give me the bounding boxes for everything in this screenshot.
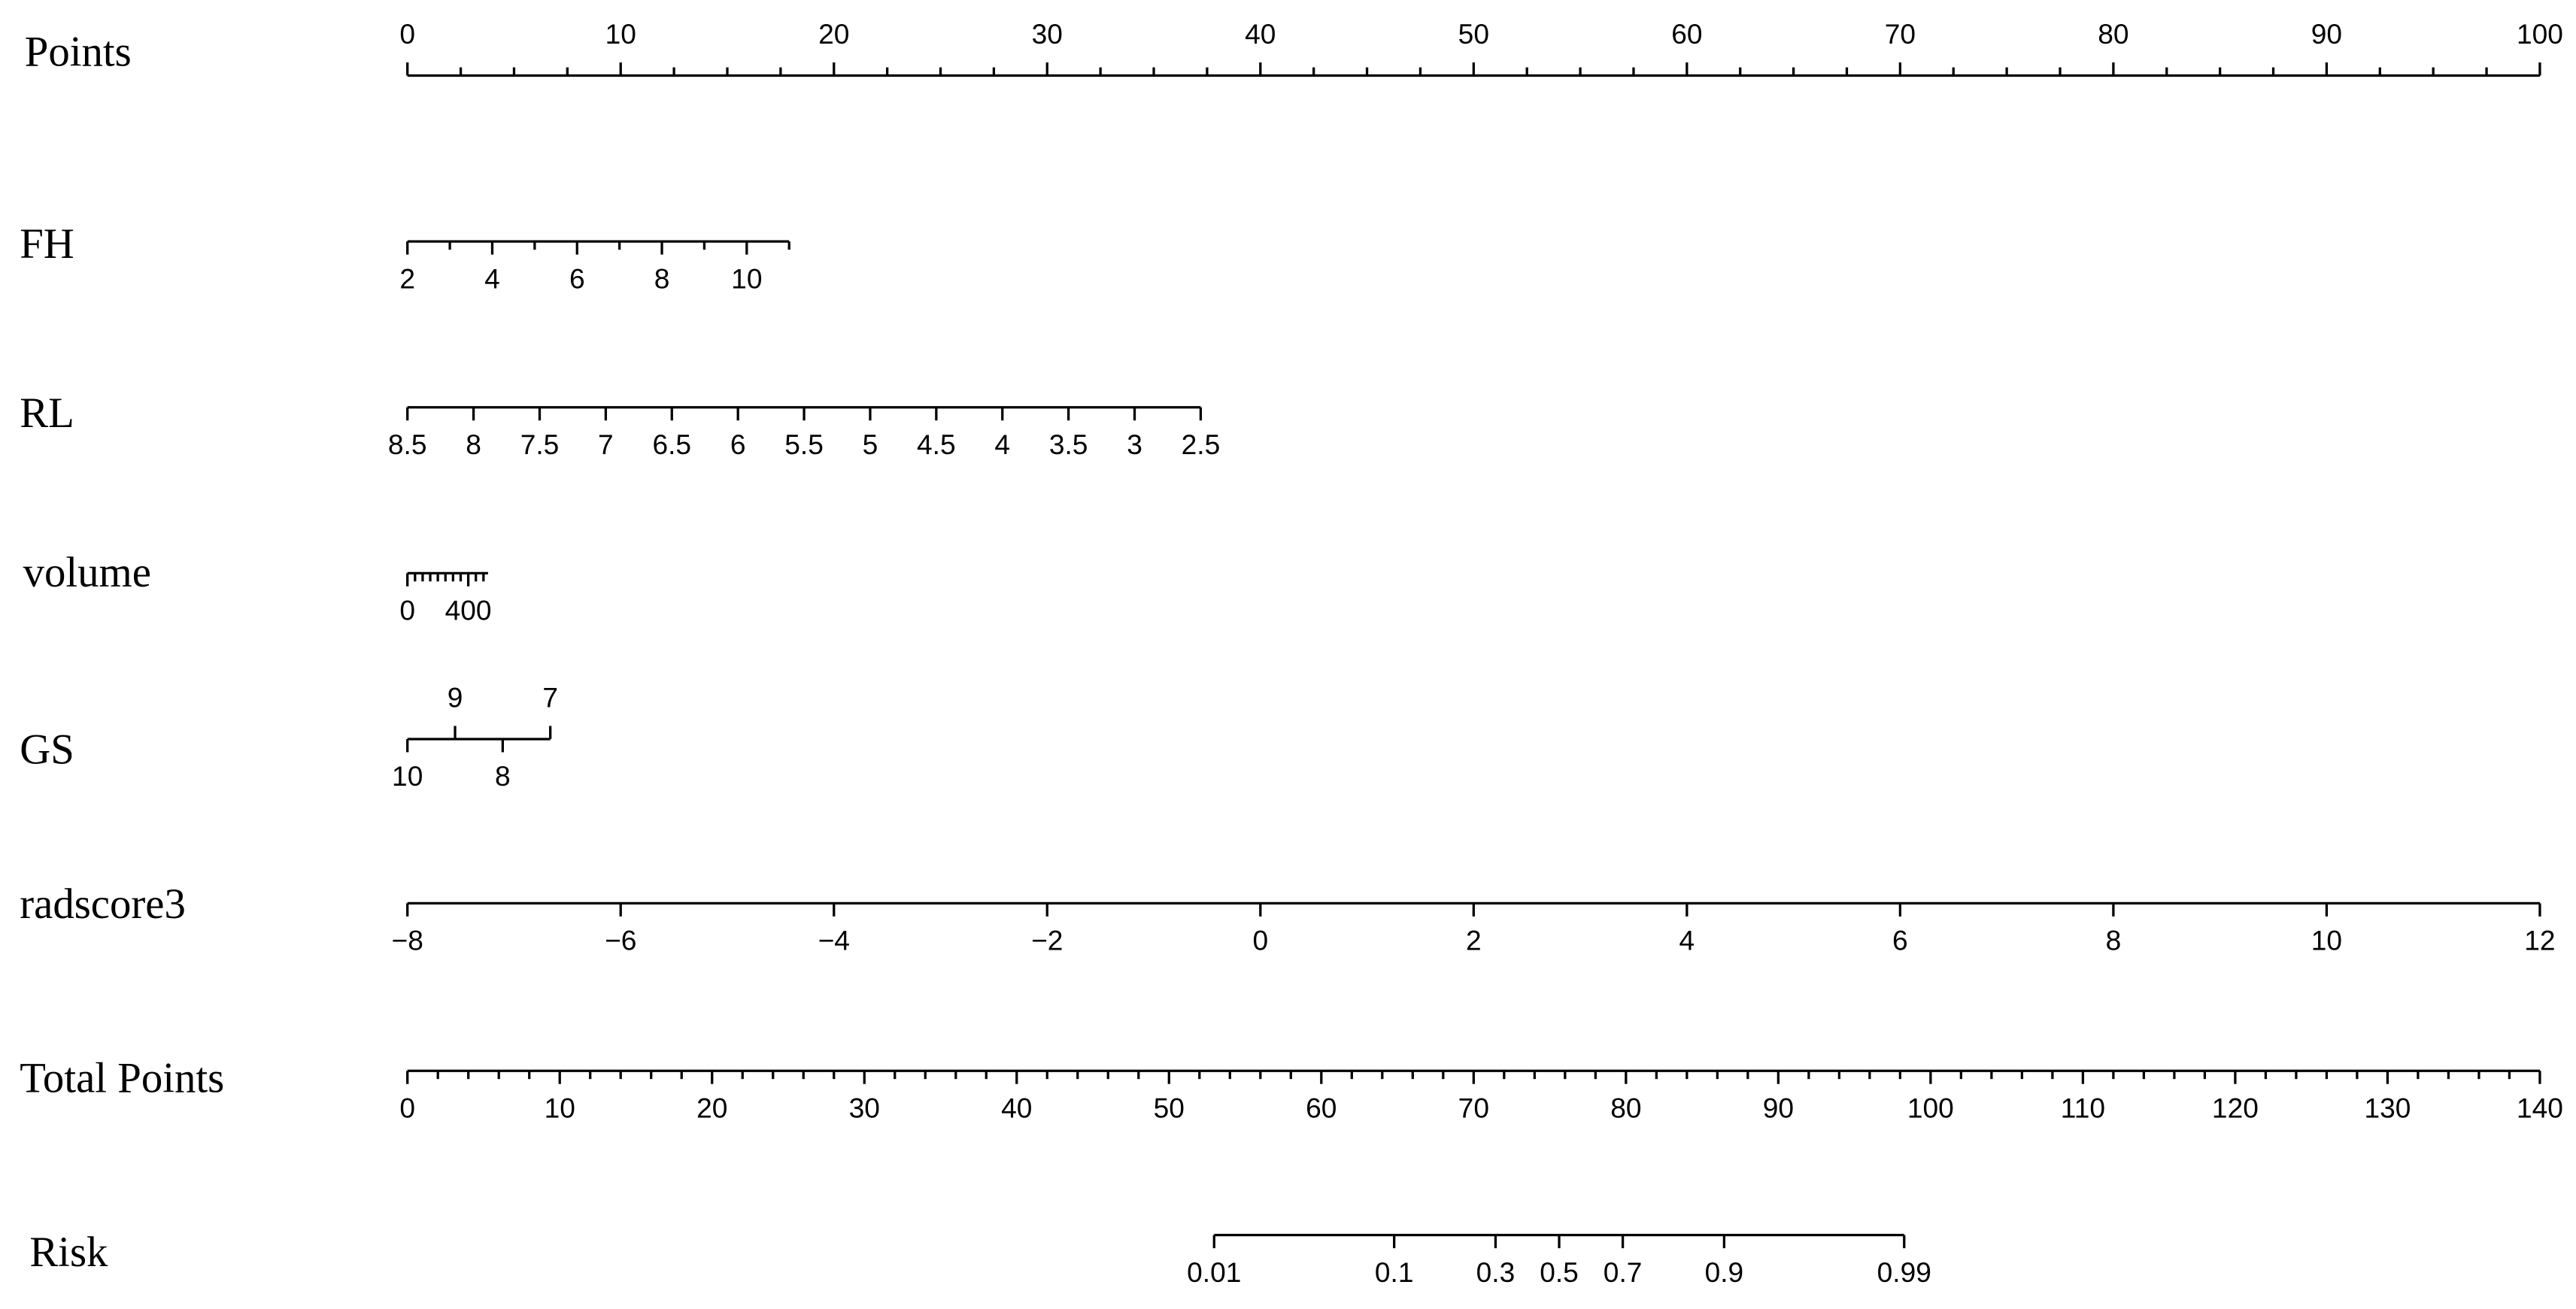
tick-label: 60 [1306,1092,1337,1123]
tick-label: −4 [818,925,850,956]
tick-label: 30 [849,1092,880,1123]
tick-label: 5.5 [784,429,824,460]
tick-label: 50 [1458,18,1489,50]
tick-label: 4 [484,262,500,294]
tick-label: 5 [863,429,878,460]
tick-label: 0.9 [1705,1256,1744,1288]
tick-label: 120 [2212,1092,2259,1123]
tick-label: 130 [2364,1092,2411,1123]
tick-label: −6 [605,925,636,956]
tick-label: 7 [598,429,614,460]
tick-label: 4 [1679,925,1695,956]
tick-label: 110 [2061,1092,2105,1123]
row-label: GS [20,726,74,774]
tick-label: 70 [1458,1092,1489,1123]
row-label: Points [25,28,132,75]
tick-label: 10 [605,18,636,50]
tick-label: 80 [2098,18,2128,50]
tick-label: 8 [466,429,481,460]
tick-label: 10 [545,1092,575,1123]
tick-label: 4.5 [917,429,956,460]
tick-label: 20 [818,18,849,50]
tick-label: 0.5 [1540,1256,1579,1288]
row-label: Total Points [20,1055,224,1102]
tick-label: 90 [2311,18,2342,50]
tick-label: 20 [696,1092,727,1123]
tick-label: 6 [730,429,746,460]
tick-label: 10 [2311,925,2342,956]
tick-label: 140 [2517,1092,2563,1123]
tick-label: 8.5 [388,429,427,460]
tick-label: 3 [1127,429,1142,460]
tick-label: 100 [1907,1092,1954,1123]
tick-label: 9 [448,681,463,713]
tick-label: 40 [1001,1092,1032,1123]
tick-label: 0.7 [1604,1256,1643,1288]
tick-label: 80 [1610,1092,1641,1123]
tick-label: 2.5 [1182,429,1221,460]
tick-label: 12 [2524,925,2555,956]
row-label: Risk [29,1229,108,1276]
tick-label: 0.1 [1375,1256,1414,1288]
tick-label: 3.5 [1049,429,1088,460]
tick-label: 6.5 [652,429,691,460]
tick-label: 7 [542,681,558,713]
tick-label: 4 [994,429,1010,460]
tick-label: 70 [1885,18,1916,50]
row-label: FH [20,220,74,268]
tick-label: 8 [2106,925,2122,956]
tick-label: 0.3 [1476,1256,1516,1288]
tick-label: 0 [399,595,415,626]
tick-label: 8 [495,760,511,792]
tick-label: 2 [399,262,415,294]
tick-label: 0 [1252,925,1268,956]
row-label: radscore3 [20,880,186,928]
tick-label: 8 [654,262,670,294]
tick-label: 6 [1892,925,1908,956]
tick-label: 0.01 [1187,1256,1241,1288]
tick-label: 10 [731,262,762,294]
tick-label: −2 [1031,925,1063,956]
tick-label: −8 [392,925,423,956]
tick-label: 30 [1032,18,1063,50]
tick-label: 90 [1763,1092,1794,1123]
tick-label: 100 [2517,18,2563,50]
tick-label: 10 [392,760,423,792]
tick-label: 0.99 [1877,1256,1931,1288]
row-label: volume [23,549,151,596]
tick-label: 0 [399,1092,415,1123]
tick-label: 2 [1466,925,1482,956]
tick-label: 50 [1154,1092,1185,1123]
tick-label: 40 [1245,18,1276,50]
row-label: RL [20,389,74,437]
tick-label: 7.5 [520,429,560,460]
tick-label: 400 [445,595,492,626]
tick-label: 60 [1671,18,1702,50]
tick-label: 6 [569,262,585,294]
tick-label: 0 [399,18,415,50]
